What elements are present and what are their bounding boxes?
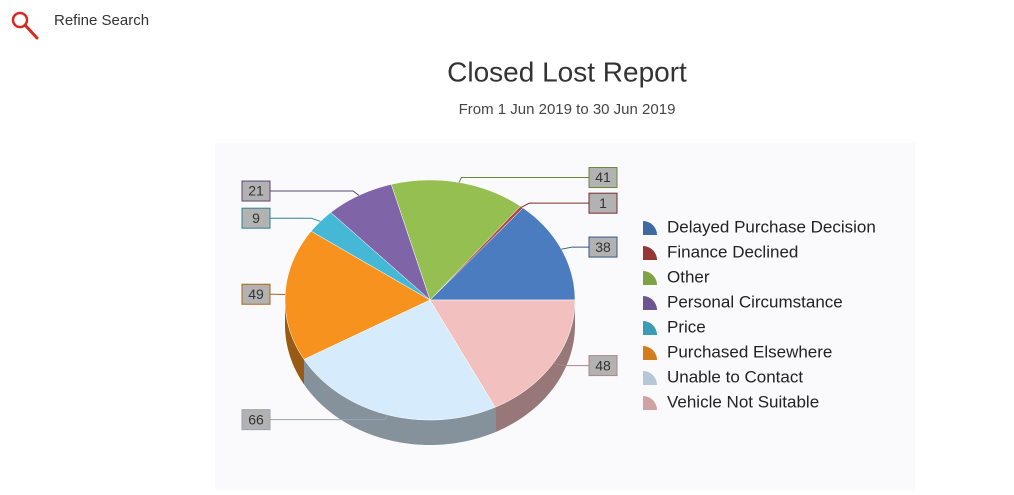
data-label: 1 [599, 195, 607, 211]
legend-label: Delayed Purchase Decision [667, 217, 876, 236]
search-icon-handle [25, 25, 37, 38]
chart-subtitle: From 1 Jun 2019 to 30 Jun 2019 [459, 101, 676, 118]
data-label: 38 [595, 239, 611, 255]
data-label: 21 [248, 183, 264, 199]
data-label: 49 [248, 286, 264, 302]
pie [285, 180, 575, 445]
refine-search-button[interactable]: Refine Search [13, 12, 149, 38]
refine-search-label[interactable]: Refine Search [54, 12, 149, 29]
data-label: 9 [252, 210, 260, 226]
chart-title: Closed Lost Report [447, 56, 687, 87]
legend-label: Vehicle Not Suitable [667, 392, 819, 411]
legend-label: Finance Declined [667, 242, 798, 261]
data-label: 48 [595, 357, 611, 373]
data-label: 41 [595, 169, 611, 185]
data-label: 66 [248, 411, 264, 427]
legend-label: Other [667, 267, 710, 286]
legend-label: Price [667, 317, 706, 336]
legend-label: Unable to Contact [667, 367, 803, 386]
legend-label: Personal Circumstance [667, 292, 843, 311]
legend-label: Purchased Elsewhere [667, 342, 832, 361]
